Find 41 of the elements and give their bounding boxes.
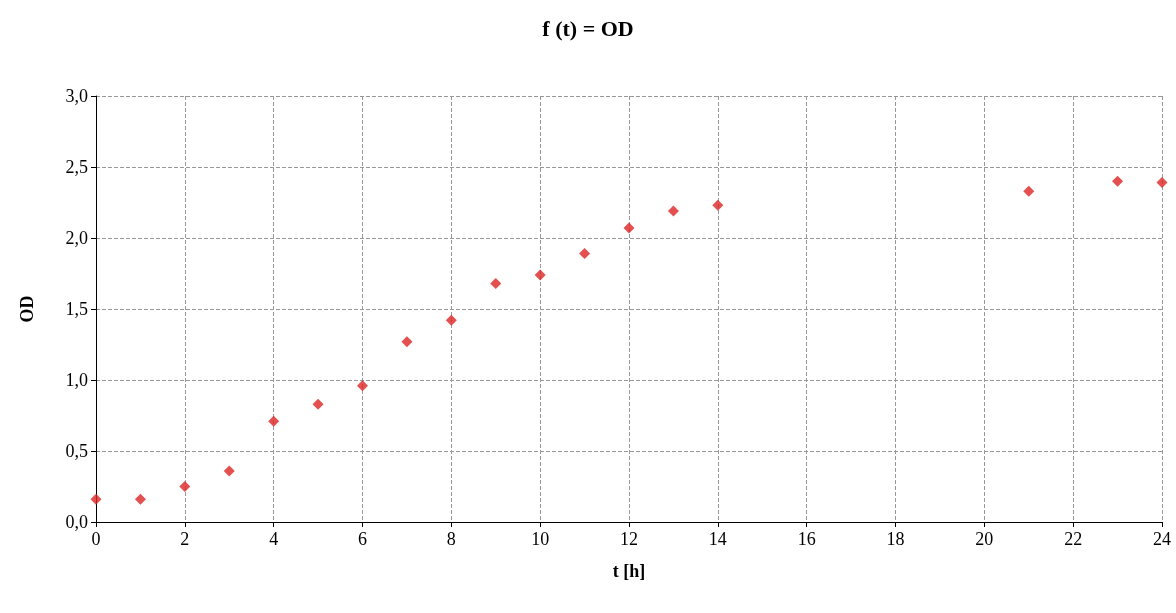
x-tick-label: 0 [91, 529, 101, 549]
x-tick-label: 16 [797, 529, 816, 549]
point [623, 222, 635, 234]
point [312, 398, 324, 410]
y-tick-label: 2,5 [65, 157, 88, 177]
y-tick-label: 3,0 [65, 86, 88, 106]
x-tick-label: 8 [446, 529, 456, 549]
y-tick-label: 1,5 [65, 299, 88, 319]
x-tick-label: 14 [708, 529, 727, 549]
point [445, 314, 457, 326]
point [357, 380, 368, 392]
x-tick-label: 20 [975, 529, 994, 549]
point [401, 336, 413, 348]
point [490, 277, 502, 289]
point [223, 465, 235, 477]
point [712, 199, 724, 211]
x-tick-label: 10 [531, 529, 550, 549]
x-tick-label: 4 [269, 529, 279, 549]
point [534, 269, 546, 281]
y-tick-label: 0,5 [65, 441, 88, 461]
x-tick-label: 24 [1153, 529, 1171, 549]
y-tick-label: 0,0 [65, 512, 88, 532]
x-tick-label: 22 [1064, 529, 1083, 549]
point [579, 248, 591, 260]
x-tick-label: 12 [620, 529, 638, 549]
y-axis-title: OD [17, 295, 37, 323]
point [134, 493, 146, 505]
x-tick-label: 6 [358, 529, 367, 549]
y-tick-label: 1,0 [65, 370, 88, 390]
point [90, 493, 102, 505]
point [667, 205, 679, 217]
x-axis-title: t [h] [612, 561, 646, 581]
point [1156, 177, 1168, 189]
y-tick-label: 2,0 [65, 228, 88, 248]
point [1023, 185, 1035, 197]
point [179, 481, 191, 492]
x-tick-label: 2 [180, 529, 190, 549]
point [1112, 175, 1124, 187]
chart-title: f (t) = OD [542, 15, 634, 41]
point [268, 415, 280, 427]
x-tick-label: 18 [886, 529, 905, 549]
